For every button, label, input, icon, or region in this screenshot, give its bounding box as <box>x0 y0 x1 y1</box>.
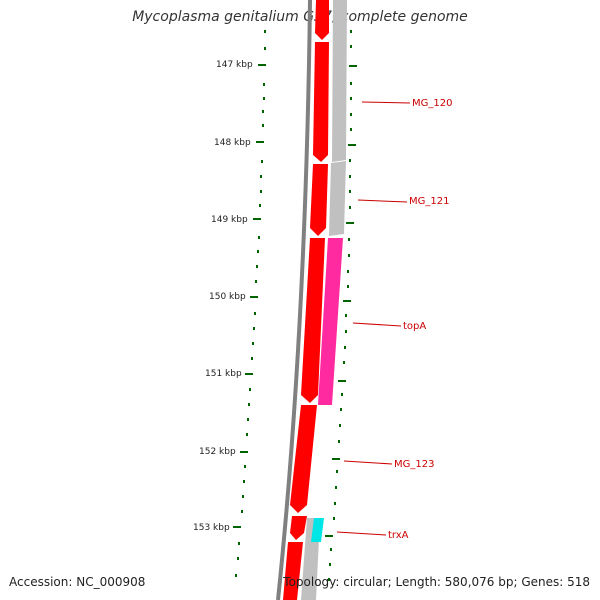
cds-arrow-trxA-red <box>290 516 307 540</box>
scale-label-152: 152 kbp <box>199 447 236 457</box>
gene-label-mg121: MG_121 <box>357 196 449 207</box>
gene-label-trxA: trxA <box>336 530 409 541</box>
cds-arrow-top <box>315 0 329 40</box>
cds-arrow-mg123 <box>290 405 317 513</box>
genome-summary-label: Topology: circular; Length: 580,076 bp; … <box>283 575 590 589</box>
accession-label: Accession: NC_000908 <box>9 575 146 589</box>
cds-arrow-mg120 <box>313 42 329 162</box>
svg-text:trxA: trxA <box>388 530 409 541</box>
scale-ticks-inner <box>325 65 357 537</box>
svg-text:topA: topA <box>403 321 426 332</box>
scale-labels: 147 kbp 148 kbp 149 kbp 150 kbp 151 kbp … <box>193 60 253 533</box>
cds-track <box>283 0 329 600</box>
cds-arrow-topA-red <box>301 238 325 403</box>
scale-label-150: 150 kbp <box>209 292 246 302</box>
scale-ticks-outer <box>233 64 266 528</box>
scale-label-151: 151 kbp <box>205 369 242 379</box>
cds-arrow-bottom <box>283 542 303 600</box>
gene-label-topA: topA <box>352 321 426 332</box>
svg-text:MG_121: MG_121 <box>409 196 449 207</box>
map-title: Mycoplasma genitalium G37, complete geno… <box>132 9 468 25</box>
scale-label-153: 153 kbp <box>193 523 230 533</box>
svg-text:MG_123: MG_123 <box>394 459 434 470</box>
gene-trxA-block <box>311 518 324 542</box>
scale-ring-dots-outer <box>235 30 266 577</box>
scale-label-148: 148 kbp <box>214 138 251 148</box>
gene-topA-block <box>318 238 343 405</box>
scale-label-147: 147 kbp <box>216 60 253 70</box>
svg-text:MG_120: MG_120 <box>412 98 452 109</box>
gene-label-mg123: MG_123 <box>343 459 434 470</box>
scale-label-149: 149 kbp <box>211 215 248 225</box>
cds-arrow-mg121 <box>310 164 328 236</box>
scale-ring-dots-inner <box>328 30 352 581</box>
gene-label-mg120: MG_120 <box>361 98 452 109</box>
genome-backbone-ring <box>276 0 312 600</box>
